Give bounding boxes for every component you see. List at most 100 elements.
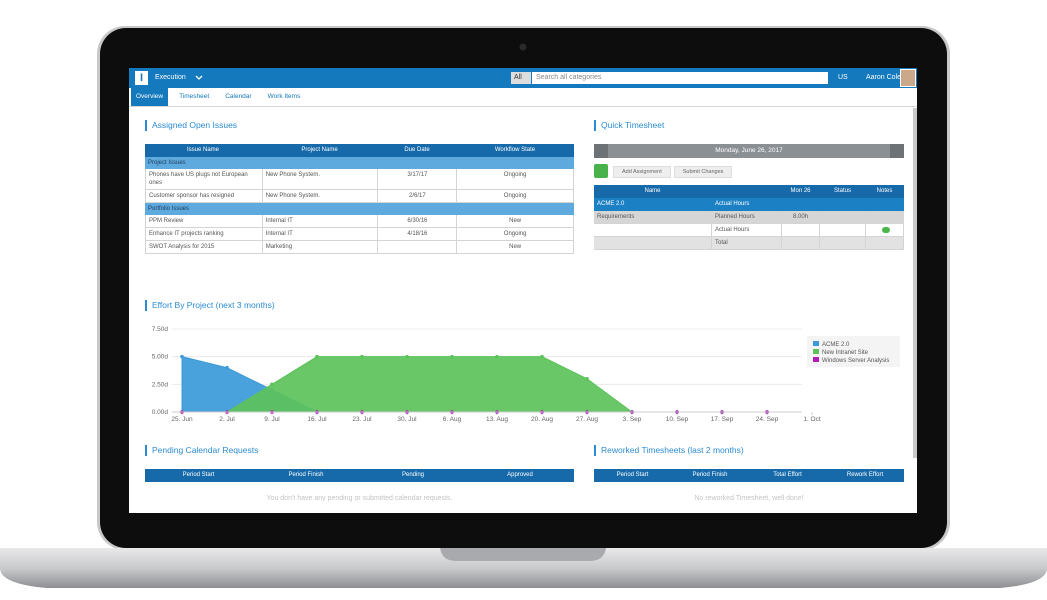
notes-icon[interactable] (882, 227, 890, 233)
table-row: ACME 2.0 Actual Hours (594, 198, 904, 211)
legend-label: ACME 2.0 (822, 342, 850, 348)
column-header: Pending (360, 469, 467, 482)
x-tick-label: 1. Oct (803, 416, 821, 423)
table-row: Enhance IT projects ranking Internal IT 4/… (145, 228, 574, 241)
point (225, 365, 229, 370)
tab[interactable]: Timesheet (179, 93, 210, 100)
chart: 0.00d 2.50d 5.00d 7.50d 25. Jun 2. Jul 9. Jul 1… (152, 326, 900, 423)
column-header: Approved (467, 469, 574, 482)
screen: I Execution All Search all categories US… (129, 68, 917, 513)
table-cell (820, 198, 866, 211)
x-tick-label: 23. Jul (352, 416, 372, 423)
table-row: Actual Hours (594, 224, 904, 237)
next-button[interactable] (890, 144, 904, 158)
point (540, 354, 544, 359)
table-cell: Internal IT (262, 215, 379, 228)
legend-label: New Intranet Site (822, 350, 869, 356)
table-cell (866, 198, 904, 211)
column-header: Notes (866, 185, 904, 198)
table-row: Period Start Period Finish Total Effort Rew… (594, 469, 904, 482)
table-row: Requirements Planned Hours 8.00h (594, 211, 904, 224)
table-cell: Actual Hours (712, 224, 782, 237)
table-cell (782, 224, 820, 237)
x-tick-label: 3. Sep (623, 416, 642, 423)
x-tick-label: 6. Aug (443, 416, 462, 423)
point (405, 354, 409, 359)
base-notch (440, 548, 606, 561)
point (585, 377, 589, 381)
empty-message: No reworked Timesheet, well done! (694, 495, 804, 502)
toolbar-button[interactable]: Submit Changes (673, 166, 733, 178)
column-header: Period Finish (672, 469, 749, 482)
column-header: Name (594, 185, 712, 198)
table-cell (866, 224, 904, 237)
section-title: Pending Calendar Requests (145, 445, 258, 456)
legend-label: Windows Server Analysis (822, 358, 889, 364)
x-tick-label: 25. Jun (171, 416, 193, 423)
avatar[interactable] (900, 69, 916, 87)
date-bar: Monday, June 26, 2017 (594, 144, 904, 158)
column-header: Project Name (262, 144, 378, 157)
column-header: Rework Effort (827, 469, 904, 482)
table-cell: Ongoing (457, 169, 574, 190)
table-row: Period Start Period Finish Pending Approved (145, 469, 574, 482)
y-tick-label: 2.50d (152, 381, 169, 388)
table-cell: 2/6/17 (378, 190, 458, 203)
calendar-table: Period Start Period Finish Pending Approved (145, 469, 574, 482)
table-cell: Phones have US plugs not European ones (146, 169, 263, 190)
table-cell: ACME 2.0 (594, 198, 712, 211)
table-row: Total (594, 237, 904, 250)
point (180, 354, 184, 359)
logo[interactable]: I (135, 71, 148, 85)
search-box[interactable]: Search all categories (532, 72, 828, 84)
x-tick-label: 17. Sep (711, 416, 734, 423)
table-cell: Marketing (262, 241, 379, 254)
group-row: Portfolio Issues (145, 203, 574, 215)
legend-box (807, 336, 900, 367)
workspace-menu[interactable]: Execution (155, 74, 186, 81)
legend-swatch (813, 341, 819, 346)
search-scope[interactable]: All (511, 72, 531, 84)
column-header: Issue Name (145, 144, 262, 157)
issues-table: Issue Name Project Name Due Date Workflow S… (145, 144, 574, 254)
table-cell (820, 211, 866, 224)
tab[interactable]: Calendar (225, 93, 252, 100)
add-button[interactable] (594, 164, 608, 178)
table-row: Phones have US plugs not European ones Ne… (145, 169, 574, 190)
section-title: Effort By Project (next 3 months) (145, 300, 275, 311)
table-cell: SWOT Analysis for 2015 (146, 241, 263, 254)
column-header: Period Finish (253, 469, 360, 482)
column-header (712, 185, 782, 198)
legend-swatch (813, 357, 819, 362)
toolbar-button[interactable]: Add Assignment (613, 166, 671, 178)
column-header: Due Date (378, 144, 457, 157)
prev-button[interactable] (594, 144, 608, 158)
table-cell: New (457, 241, 574, 254)
table-row: SWOT Analysis for 2015 Marketing New (145, 241, 574, 254)
empty-message: You don't have any pending or submitted … (266, 495, 453, 502)
x-tick-label: 20. Aug (531, 416, 553, 423)
table-cell: New (457, 215, 574, 228)
tab[interactable]: Overview (131, 88, 169, 106)
legend-swatch (813, 349, 819, 354)
y-tick-label: 5.00d (152, 354, 169, 361)
point (450, 354, 454, 359)
scrollbar[interactable] (913, 108, 917, 458)
reworked-table: Period Start Period Finish Total Effort Rew… (594, 469, 904, 482)
tab[interactable]: Work Items (267, 93, 301, 100)
point (315, 354, 319, 359)
user-name[interactable]: Aaron Cole (866, 74, 902, 81)
table-row: Issue Name Project Name Due Date Workflow S… (145, 144, 574, 157)
toolbar: Add Assignment Submit Changes (613, 166, 735, 178)
table-cell (866, 237, 904, 250)
section-title: Assigned Open Issues (145, 120, 237, 131)
x-tick-label: 27. Aug (576, 416, 598, 423)
x-tick-label: 13. Aug (486, 416, 508, 423)
x-tick-label: 16. Jul (307, 416, 327, 423)
section-title: Quick Timesheet (594, 120, 664, 131)
table-cell: Actual Hours (712, 198, 782, 211)
region-menu[interactable]: US (838, 74, 848, 81)
timesheet-date: Monday, June 26, 2017 (715, 147, 783, 154)
x-tick-label: 24. Sep (756, 416, 779, 423)
